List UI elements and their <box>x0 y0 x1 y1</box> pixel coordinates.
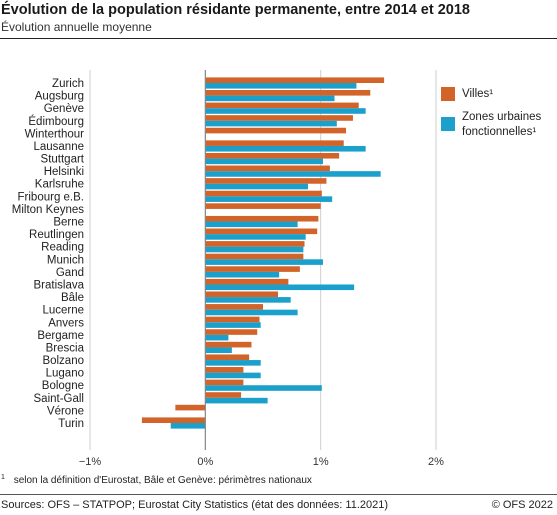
bar-zones <box>205 246 304 253</box>
bar-villes <box>205 278 289 285</box>
bar-zones <box>205 196 333 202</box>
bar-villes <box>205 140 344 146</box>
category-label: Reutlingen <box>29 229 84 241</box>
sources-text: Sources: OFS – STATPOP; Eurostat City St… <box>1 499 389 511</box>
category-label: Gand <box>56 267 84 279</box>
bar-villes <box>205 392 242 398</box>
category-label: Saint-Gall <box>34 393 85 405</box>
legend-label-zones: Zones urbaines fonctionnelles¹ <box>462 111 542 138</box>
bar-villes <box>205 354 250 361</box>
bar-villes <box>205 341 252 348</box>
bar-villes <box>205 241 305 247</box>
bar-zones <box>205 360 261 366</box>
bar-villes <box>205 165 330 172</box>
bar-zones <box>205 347 232 354</box>
bar-zones <box>205 221 298 228</box>
bar-zones <box>205 120 337 127</box>
category-label: Bergame <box>37 330 84 342</box>
category-label: Bologne <box>42 380 84 392</box>
bar-zones <box>205 259 323 265</box>
bar-villes <box>141 417 206 423</box>
category-label: Helsinki <box>44 166 84 178</box>
bar-villes <box>205 178 327 184</box>
bar-villes <box>205 228 318 235</box>
category-label: Turin <box>58 418 84 430</box>
bar-villes <box>205 266 300 272</box>
bar-villes <box>205 127 347 134</box>
bar-villes <box>205 304 263 310</box>
x-tick-label: 1% <box>313 456 329 468</box>
bar-zones <box>205 309 298 316</box>
copyright-text: © OFS 2022 <box>491 499 553 511</box>
bar-zones <box>205 83 357 89</box>
category-label: Anvers <box>48 317 84 329</box>
category-label: Berne <box>53 217 84 229</box>
bar-villes <box>205 115 353 121</box>
bar-villes <box>205 329 258 335</box>
category-label: Édimbourg <box>28 115 84 128</box>
bar-villes <box>205 253 304 260</box>
bar-zones <box>205 145 366 152</box>
footnote-mark: 1 <box>1 474 5 481</box>
chart-subtitle: Évolution annuelle moyenne <box>1 20 152 34</box>
bar-zones <box>205 95 335 102</box>
category-label: Brescia <box>46 342 85 354</box>
category-label: Reading <box>41 242 84 254</box>
bar-zones <box>205 234 306 240</box>
bar-villes <box>175 404 206 411</box>
header-divider <box>0 38 557 39</box>
bar-villes <box>205 89 371 96</box>
bar-villes <box>205 152 340 159</box>
category-label: Fribourg e.B. <box>18 191 84 203</box>
bar-zones <box>205 322 261 328</box>
category-label: Augsburg <box>35 91 84 103</box>
bar-villes <box>205 379 244 386</box>
legend-swatch-villes <box>441 87 455 101</box>
category-label: Zurich <box>52 78 84 90</box>
category-label: Vérone <box>47 405 84 417</box>
footnote-text: selon la définition d'Eurostat, Bâle et … <box>13 475 312 487</box>
bar-zones <box>205 271 280 278</box>
category-label: Milton Keynes <box>12 204 84 216</box>
category-label: Bâle <box>61 292 84 304</box>
bar-zones <box>205 183 308 190</box>
bar-zones <box>205 284 355 291</box>
category-label: Lugano <box>46 368 84 380</box>
category-label: Lucerne <box>42 305 84 317</box>
bar-villes <box>205 77 385 83</box>
bar-villes <box>205 215 319 222</box>
category-label: Bolzano <box>42 355 84 367</box>
bar-zones <box>205 372 261 379</box>
bar-zones <box>205 108 366 114</box>
category-label: Genève <box>44 103 84 115</box>
bar-zones <box>170 423 206 429</box>
category-label: Bratislava <box>34 279 85 291</box>
bar-zones <box>205 158 323 165</box>
category-label: Winterthour <box>25 128 85 140</box>
bar-villes <box>205 203 321 209</box>
category-label: Stuttgart <box>41 154 85 166</box>
legend-swatch-zones <box>441 117 455 131</box>
category-label: Lausanne <box>33 141 84 153</box>
bar-villes <box>205 190 322 197</box>
bar-villes <box>205 102 359 109</box>
bar-villes <box>205 316 260 323</box>
bar-zones <box>205 297 291 303</box>
x-tick-label: 2% <box>428 456 444 468</box>
category-label: Munich <box>47 254 84 266</box>
footnote: 1 selon la définition d'Eurostat, Bâle e… <box>1 474 312 486</box>
footer-divider <box>0 494 557 495</box>
bar-zones <box>205 334 229 341</box>
x-tick-label: 0% <box>197 456 213 468</box>
bar-villes <box>205 367 244 373</box>
chart-title: Évolution de la population résidante per… <box>1 2 470 18</box>
bar-zones <box>205 385 322 391</box>
bar-villes <box>205 291 278 298</box>
bar-zones <box>205 171 381 177</box>
bar-chart: −1% 0% 1% 2% ZurichAugsburgGenèveÉdimbourgWi… <box>12 70 444 468</box>
bar-zones <box>205 397 268 404</box>
legend-label-villes: Villes¹ <box>462 88 494 100</box>
x-tick-label: −1% <box>79 456 102 468</box>
category-label: Karlsruhe <box>35 179 84 191</box>
